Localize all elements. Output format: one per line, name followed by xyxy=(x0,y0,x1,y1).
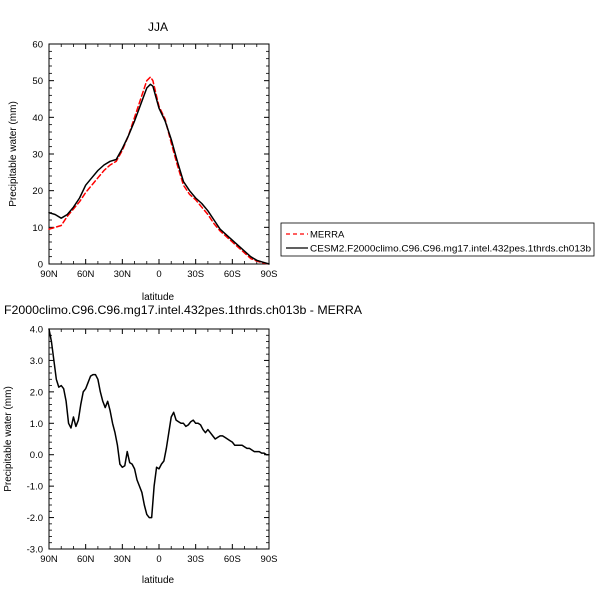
series-line-difference xyxy=(48,328,270,519)
y-tick-label: 40 xyxy=(32,113,43,124)
y-tick-label: 3.0 xyxy=(30,356,43,367)
legend-label-merra: MERRA xyxy=(310,230,345,241)
top-x-axis-label: latitude xyxy=(142,292,175,303)
y-tick-label: -3.0 xyxy=(27,545,43,556)
y-tick-label: 50 xyxy=(32,76,43,87)
x-tick-label: 60N xyxy=(77,269,95,280)
series-line-cesm2 xyxy=(48,83,270,265)
x-tick-label: 90S xyxy=(261,554,278,565)
bottom-ticks: 90N 60N 30N 0 30S 60S 90S -3.0 -2.0 -1.0 0.0 1.0 2.0… xyxy=(27,325,278,566)
x-tick-label: 90S xyxy=(261,269,278,280)
top-panel: JJA 90N 60N 30N 0 30S 60S 90S 0 10 20 30 40 50 60 lat… xyxy=(8,20,277,303)
x-tick-label: 60N xyxy=(77,554,95,565)
legend: MERRA CESM2.F2000climo.C96.C96.mg17.inte… xyxy=(280,222,595,257)
y-tick-label: 10 xyxy=(32,223,43,234)
y-tick-label: 60 xyxy=(32,40,43,51)
y-tick-label: 20 xyxy=(32,186,43,197)
x-tick-label: 90N xyxy=(40,554,58,565)
top-series xyxy=(48,76,270,265)
y-tick-label: -1.0 xyxy=(27,482,43,493)
y-tick-label: 4.0 xyxy=(30,325,43,336)
x-tick-label: 30N xyxy=(114,269,132,280)
x-tick-label: 60S xyxy=(224,269,241,280)
y-tick-label: -2.0 xyxy=(27,513,43,524)
top-ticks: 90N 60N 30N 0 30S 60S 90S 0 10 20 30 40 50 60 xyxy=(32,40,277,281)
series-line-merra xyxy=(48,76,270,265)
bottom-chart-title: F2000climo.C96.C96.mg17.intel.432pes.1th… xyxy=(4,303,362,317)
top-plot-frame xyxy=(48,43,270,265)
bottom-series xyxy=(48,328,270,519)
legend-box xyxy=(280,222,595,257)
x-tick-label: 0 xyxy=(156,554,161,565)
y-tick-label: 0 xyxy=(38,260,43,271)
x-tick-label: 30S xyxy=(187,269,204,280)
bottom-x-axis-label: latitude xyxy=(142,575,175,586)
x-tick-label: 60S xyxy=(224,554,241,565)
legend-label-cesm2: CESM2.F2000climo.C96.C96.mg17.intel.432p… xyxy=(310,244,591,255)
y-tick-label: 0.0 xyxy=(30,450,43,461)
top-y-axis-label: Precipitable water (mm) xyxy=(8,101,19,207)
x-tick-label: 30S xyxy=(187,554,204,565)
x-tick-label: 90N xyxy=(40,269,58,280)
y-tick-label: 2.0 xyxy=(30,387,43,398)
top-chart-title: JJA xyxy=(148,20,168,34)
x-tick-label: 0 xyxy=(156,269,161,280)
bottom-plot-frame xyxy=(48,328,270,550)
y-tick-label: 1.0 xyxy=(30,419,43,430)
bottom-panel: F2000climo.C96.C96.mg17.intel.432pes.1th… xyxy=(3,303,362,586)
y-tick-label: 30 xyxy=(32,150,43,161)
bottom-y-axis-label: Precipitable water (mm) xyxy=(3,386,14,492)
x-tick-label: 30N xyxy=(114,554,132,565)
